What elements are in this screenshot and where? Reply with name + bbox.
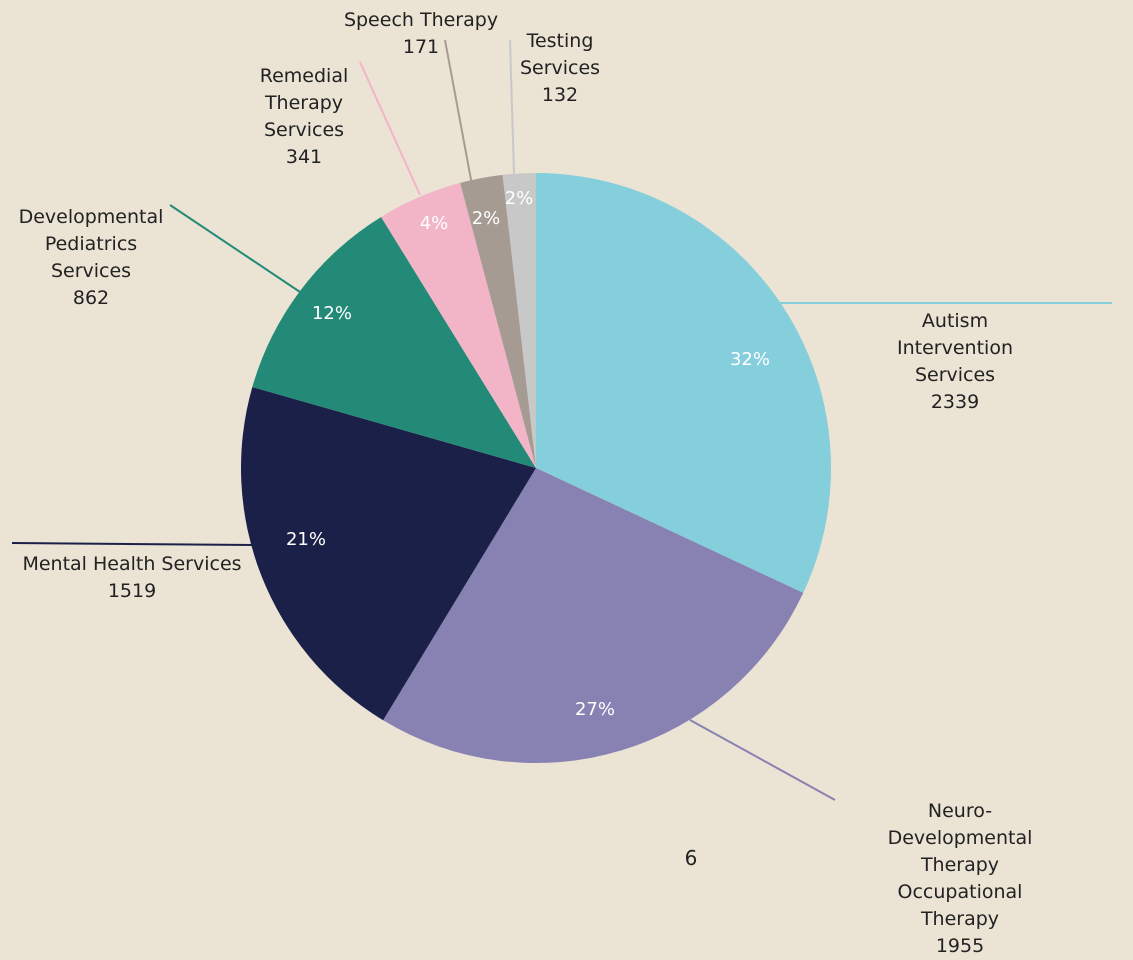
value-label: 341	[285, 146, 323, 168]
leader-line	[359, 61, 421, 196]
percent-label: 32%	[730, 349, 770, 370]
pie-slice	[240, 387, 536, 721]
category-label: Autism Intervention Services	[897, 310, 1013, 386]
value-label: 1955	[935, 935, 985, 957]
percent-label: 12%	[312, 303, 352, 324]
leader-line	[169, 204, 301, 293]
percent-label: 21%	[286, 529, 326, 550]
leader-line	[444, 39, 473, 186]
page-number: 6	[684, 846, 698, 870]
percent-label: 4%	[420, 213, 449, 234]
pie-slice	[536, 173, 831, 593]
slice-label: Autism Intervention Services 2339	[866, 308, 1044, 416]
category-label: Developmental Pediatrics Services	[18, 206, 164, 282]
pie-slice	[381, 182, 536, 468]
category-label: Speech Therapy	[343, 9, 499, 31]
slice-label: Testing Services 132	[520, 28, 600, 109]
category-label: Testing Services	[519, 30, 601, 79]
value-label: 862	[72, 287, 110, 309]
pie-slice	[252, 216, 536, 468]
chart: 32% 27% 21% 12% 4% 2%2%	[11, 39, 1112, 801]
pie-slice	[383, 468, 804, 764]
slice-label: Remedial Therapy Services 341	[260, 63, 349, 171]
category-label: Remedial Therapy Services	[259, 65, 349, 141]
percent-label: 27%	[575, 699, 615, 720]
percent-label: 2%	[472, 208, 501, 229]
leader-line	[11, 542, 256, 546]
value-label: 132	[541, 84, 579, 106]
slice-label: Speech Therapy 171	[344, 7, 498, 61]
slice-label: Neuro-Developmental Therapy Occupational…	[874, 798, 1047, 960]
pie-slice	[460, 174, 536, 469]
leader-line	[509, 39, 515, 176]
pie-slice	[502, 173, 536, 468]
leader-line	[689, 719, 836, 801]
value-label: 171	[402, 36, 440, 58]
value-label: 2339	[930, 391, 980, 413]
slice-label: Mental Health Services 1519	[22, 551, 241, 605]
category-label: Mental Health Services	[22, 553, 242, 575]
value-label: 1519	[107, 580, 157, 602]
category-label: Neuro-Developmental Therapy Occupational…	[887, 800, 1033, 930]
percent-label: 2%	[505, 188, 534, 209]
slice-label: Developmental Pediatrics Services 862	[19, 204, 164, 312]
page: 32%27%21%12%4%2%2% 6 (() => { const data…	[11, 7, 1112, 957]
